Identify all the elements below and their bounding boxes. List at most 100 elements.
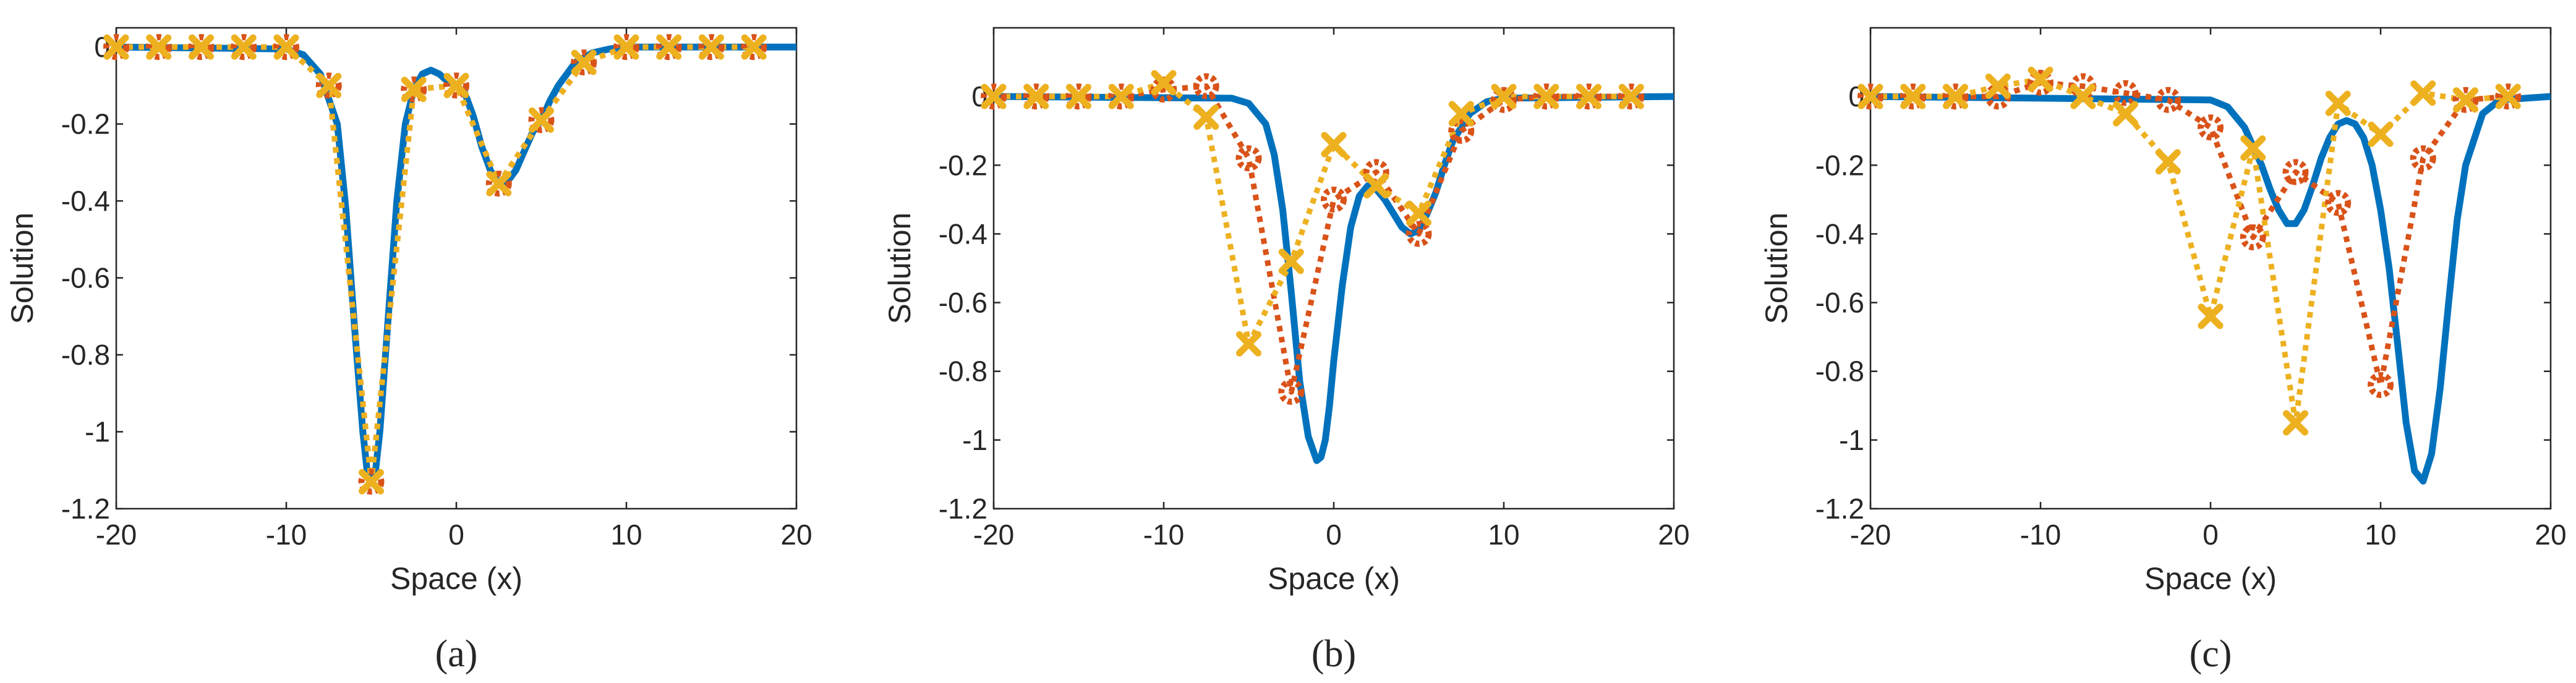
marker-x-c	[2155, 149, 2181, 175]
marker-circle-c	[2495, 83, 2522, 110]
marker-x-a	[401, 77, 427, 103]
marker-circle-a	[571, 49, 597, 76]
panel-b: -20 -10 0 10 200-0.2-0.4-0.6-0.8-1-1.2Space …	[882, 27, 1690, 675]
y-tick-label-b: -1.2	[939, 493, 987, 525]
marker-circle-a	[655, 34, 682, 61]
marker-x-a	[529, 107, 554, 133]
marker-circle-a	[741, 34, 767, 61]
marker-x-a	[699, 34, 724, 60]
marker-circle-b	[1448, 117, 1475, 144]
y-tick-label-c: -0.4	[1815, 218, 1864, 250]
marker-circle-b	[1618, 83, 1645, 110]
marker-circle-b	[1491, 87, 1517, 113]
x-tick-label-b: 0	[1326, 519, 1342, 551]
marker-circle-c	[2240, 224, 2266, 250]
marker-circle-c	[2368, 371, 2394, 398]
marker-circle-c	[2198, 114, 2224, 141]
marker-circle-a	[485, 171, 512, 197]
marker-circle-c	[2325, 190, 2352, 216]
series-line-exact-c	[1870, 93, 2551, 485]
marker-circle-a	[103, 34, 129, 61]
marker-x-a	[571, 49, 597, 75]
marker-x-a	[443, 72, 469, 98]
x-tick-label-a: 0	[448, 519, 464, 551]
panel-a: -20 -10 0 10 200-0.2-0.4-0.6-0.8-1-1.2Space …	[5, 27, 812, 675]
marker-circle-c	[2410, 145, 2436, 172]
marker-circle-a	[231, 34, 257, 61]
marker-x-b	[1108, 83, 1134, 109]
marker-circle-c	[2282, 159, 2309, 185]
marker-circle-b	[1576, 83, 1602, 110]
marker-x-a	[741, 34, 767, 60]
series-line-approx-2-a	[116, 44, 754, 485]
marker-x-a	[359, 469, 384, 494]
marker-circle-a	[613, 34, 639, 61]
y-tick-label-c: -0.2	[1815, 149, 1864, 181]
marker-circle-b	[1235, 145, 1262, 172]
plot-area-b	[994, 80, 1674, 464]
y-tick-label-a: -0.2	[61, 108, 110, 140]
marker-x-c	[2410, 80, 2436, 106]
marker-circle-c	[1857, 83, 1883, 110]
marker-circle-a	[528, 107, 555, 134]
marker-circle-a	[358, 469, 385, 495]
y-tick-label-a: -1.2	[61, 493, 110, 525]
marker-x-a	[231, 34, 257, 60]
marker-x-c	[1900, 83, 1926, 109]
marker-circle-a	[188, 34, 215, 61]
y-tick-label-c: -0.8	[1815, 355, 1864, 388]
x-axis-label-c: Space (x)	[2144, 561, 2277, 596]
marker-x-c	[2325, 90, 2351, 116]
marker-x-a	[103, 34, 129, 60]
marker-circle-b	[1405, 221, 1432, 247]
x-tick-label-a: -10	[266, 519, 307, 551]
y-tick-label-b: -0.2	[939, 149, 987, 181]
marker-x-b	[1236, 331, 1261, 357]
marker-x-c	[2283, 410, 2308, 436]
marker-x-c	[2028, 66, 2054, 92]
panel-label-c: (c)	[2190, 633, 2232, 675]
marker-circle-a	[443, 72, 469, 99]
series-line-approx-2-b	[994, 80, 1632, 347]
y-tick-label-b: -0.4	[939, 218, 987, 250]
marker-circle-a	[401, 76, 427, 103]
x-tick-label-c: -10	[2020, 519, 2061, 551]
marker-x-c	[2495, 83, 2521, 109]
marker-x-a	[656, 34, 682, 60]
marker-circle-c	[2155, 87, 2181, 113]
series-line-exact-a	[116, 43, 796, 485]
series-line-approx-1-c	[1870, 80, 2509, 388]
x-tick-label-c: 0	[2203, 519, 2219, 551]
x-tick-label-b: 10	[1488, 519, 1519, 551]
y-tick-label-c: -0.6	[1815, 287, 1864, 319]
plot-area-a	[116, 43, 796, 485]
marker-x-b	[1533, 83, 1559, 109]
x-tick-label-a: -20	[96, 519, 137, 551]
marker-circle-c	[2112, 80, 2139, 106]
marker-x-c	[2198, 303, 2224, 329]
marker-x-b	[1321, 132, 1347, 158]
x-tick-label-b: 20	[1658, 519, 1689, 551]
marker-circle-c	[1900, 83, 1926, 110]
x-tick-label-c: -20	[1850, 519, 1891, 551]
plot-area-c	[1870, 76, 2551, 485]
panel-c: -20 -10 0 10 200-0.2-0.4-0.6-0.8-1-1.2Space …	[1759, 27, 2567, 675]
marker-x-b	[1491, 83, 1517, 109]
y-tick-label-c: -1.2	[1815, 493, 1864, 525]
marker-x-c	[1985, 73, 2011, 99]
panel-label-b: (b)	[1311, 633, 1356, 675]
marker-circle-b	[1108, 83, 1135, 110]
marker-circle-c	[2028, 69, 2054, 96]
marker-circle-b	[981, 83, 1007, 110]
y-axis-label-c: Solution	[1759, 213, 1794, 325]
marker-circle-a	[698, 34, 725, 61]
marker-x-b	[1023, 83, 1049, 109]
marker-circle-b	[1533, 83, 1559, 110]
marker-x-b	[1576, 83, 1601, 109]
marker-x-b	[1066, 83, 1091, 109]
marker-x-a	[613, 34, 639, 60]
marker-x-c	[2453, 87, 2478, 113]
x-axis-label-a: Space (x)	[390, 561, 522, 596]
marker-x-c	[2070, 83, 2096, 109]
x-tick-label-b: -20	[973, 519, 1014, 551]
